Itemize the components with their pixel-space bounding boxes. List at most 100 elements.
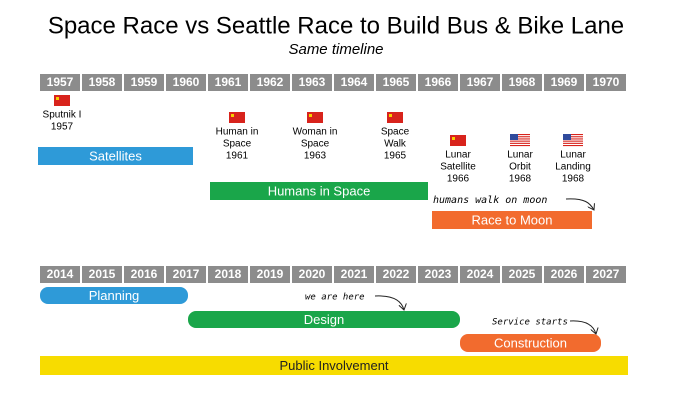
flag-ussr <box>450 135 466 146</box>
flag-stripe <box>510 138 530 140</box>
year-box <box>292 266 332 283</box>
phase-label: Design <box>304 312 344 327</box>
phase-label: Public Involvement <box>279 358 388 373</box>
flag-stripe <box>510 142 530 144</box>
year-box <box>502 74 542 91</box>
event-label: Satellite <box>440 162 476 173</box>
title: Space Race vs Seattle Race to Build Bus … <box>48 12 624 39</box>
event-label: Space <box>381 127 410 138</box>
flag-stripe <box>563 136 583 138</box>
flag-stripe <box>510 134 530 136</box>
year-label: 2017 <box>173 267 200 281</box>
year-box <box>586 74 626 91</box>
year-box <box>40 266 80 283</box>
flag-ussr <box>307 112 323 123</box>
phase-bar <box>460 334 601 352</box>
year-box <box>544 74 584 91</box>
event-label: Human in <box>216 127 259 138</box>
year-label: 2023 <box>425 267 452 281</box>
flag-emblem <box>389 114 392 117</box>
phase-label: Construction <box>494 335 567 350</box>
year-box <box>292 74 332 91</box>
event-label: Lunar <box>507 150 533 161</box>
year-box <box>124 74 164 91</box>
flag-stripe <box>563 145 583 147</box>
flag-stripe <box>563 138 583 140</box>
year-label: 2020 <box>299 267 326 281</box>
event-label: 1968 <box>562 174 585 185</box>
year-box <box>40 74 80 91</box>
subtitle: Same timeline <box>288 41 383 58</box>
year-label: 2021 <box>341 267 368 281</box>
flag-stripe <box>563 140 583 142</box>
flag-stripe <box>510 140 530 142</box>
phase-bar <box>432 211 592 229</box>
phase-label: Race to Moon <box>472 212 553 227</box>
phase-label: Satellites <box>89 148 142 163</box>
arrow <box>569 320 596 334</box>
year-label: 2016 <box>131 267 158 281</box>
year-box <box>418 266 458 283</box>
year-label: 2018 <box>215 267 242 281</box>
event-label: 1965 <box>384 151 407 162</box>
year-box <box>250 74 290 91</box>
flag-ussr <box>229 112 245 123</box>
event-label: 1957 <box>51 122 74 133</box>
flag-stripe <box>510 136 530 138</box>
year-label: 1964 <box>341 75 368 89</box>
year-label: 1959 <box>131 75 158 89</box>
year-box <box>544 266 584 283</box>
annotation: humans walk on moon <box>433 195 547 206</box>
phase-bar <box>40 287 188 304</box>
year-label: 2022 <box>383 267 410 281</box>
year-box <box>166 74 206 91</box>
year-box <box>460 266 500 283</box>
year-label: 2024 <box>467 267 494 281</box>
event-label: Landing <box>555 162 591 173</box>
arrow <box>565 198 594 210</box>
year-box <box>82 74 122 91</box>
arrow <box>374 295 404 310</box>
year-box <box>334 74 374 91</box>
year-label: 1957 <box>47 75 74 89</box>
event-label: 1963 <box>304 151 327 162</box>
year-label: 1963 <box>299 75 326 89</box>
year-label: 2015 <box>89 267 116 281</box>
phase-label: Humans in Space <box>268 183 371 198</box>
event-label: Walk <box>384 139 407 150</box>
phase-label: Planning <box>89 288 140 303</box>
event-label: Lunar <box>560 150 586 161</box>
flag-emblem <box>56 97 59 100</box>
annotation: we are here <box>305 293 365 303</box>
flag-emblem <box>452 137 455 140</box>
event-label: Orbit <box>509 162 531 173</box>
event-label: Space <box>301 139 330 150</box>
year-box <box>376 74 416 91</box>
annotation: Service starts <box>492 318 568 328</box>
year-label: 1965 <box>383 75 410 89</box>
year-label: 1960 <box>173 75 200 89</box>
flag-canton <box>563 134 571 140</box>
year-box <box>418 74 458 91</box>
flag-stripe <box>563 142 583 144</box>
year-label: 2019 <box>257 267 284 281</box>
year-box <box>334 266 374 283</box>
flag-ussr <box>54 95 70 106</box>
event-label: Lunar <box>445 150 471 161</box>
year-label: 2014 <box>47 267 74 281</box>
event-label: Woman in <box>293 127 338 138</box>
year-box <box>124 266 164 283</box>
flag-emblem <box>309 114 312 117</box>
phase-bar <box>40 356 628 375</box>
year-label: 1958 <box>89 75 116 89</box>
year-box <box>208 266 248 283</box>
event-label: 1966 <box>447 174 470 185</box>
year-box <box>586 266 626 283</box>
flag-stripe <box>563 134 583 136</box>
year-box <box>82 266 122 283</box>
year-label: 2025 <box>509 267 536 281</box>
year-label: 1970 <box>593 75 620 89</box>
year-label: 2027 <box>593 267 620 281</box>
flag-stripe <box>510 145 530 147</box>
